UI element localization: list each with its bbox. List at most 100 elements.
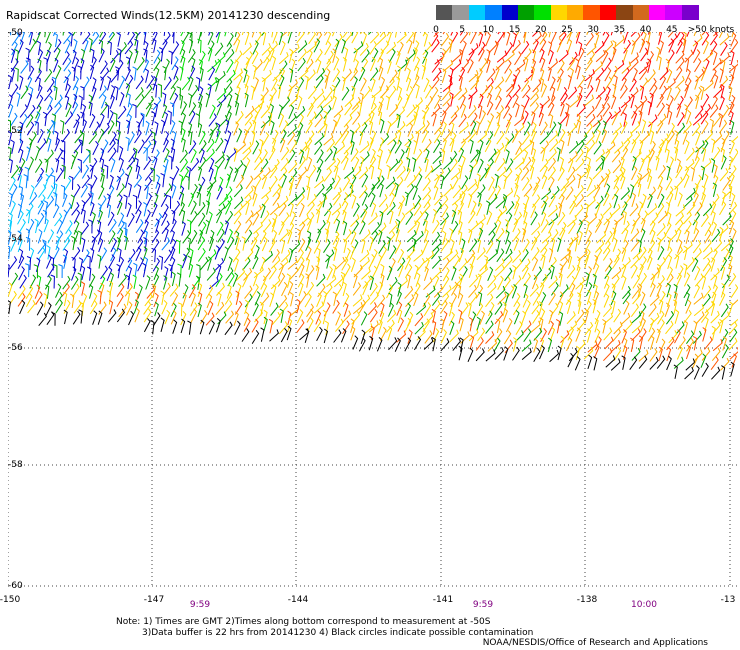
wind-barb [647,186,657,200]
wind-barb [486,84,494,99]
wind-barb [639,131,650,144]
wind-barb [245,200,250,216]
wind-barb [179,191,185,207]
wind-barb [109,57,116,73]
wind-barb [11,32,20,46]
wind-barb [709,104,719,118]
wind-barb [55,299,63,314]
wind-barb [53,264,58,278]
wind-barb [695,311,705,325]
wind-barb [106,266,113,282]
wind-barb [622,47,628,63]
wind-barb [441,257,450,272]
wind-barb [360,204,369,218]
wind-barb [711,158,716,173]
wind-barb [431,59,440,73]
wind-barb [556,38,563,53]
wind-barb [305,145,310,161]
wind-barb [369,32,380,44]
wind-barb [530,320,541,333]
wind-barb [209,104,216,119]
wind-barb [314,88,325,102]
wind-barb [205,284,214,299]
wind-barb [558,32,566,38]
wind-barb [163,249,172,264]
wind-barb [578,41,583,56]
wind-barb [340,271,346,287]
wind-barb [281,173,287,189]
wind-barb [539,317,544,332]
wind-barb [376,32,387,45]
wind-barb [632,175,641,189]
wind-barb [441,86,451,101]
wind-barb [614,60,625,73]
wind-barb [189,302,198,316]
wind-barb [512,217,519,233]
wind-barb [513,236,520,251]
wind-barb [180,209,186,224]
wind-barb [225,49,235,63]
wind-barb [396,113,401,128]
wind-barb [486,58,491,73]
wind-barb [97,209,103,224]
wind-barb [521,78,530,92]
wind-barb [306,102,314,117]
note-line-2: 3)Data buffer is 22 hrs from 20141230 4)… [142,628,534,638]
wind-barb [504,50,515,63]
wind-barb [61,209,68,224]
wind-barb [244,112,254,126]
wind-barb [656,46,661,62]
wind-barb [176,272,182,287]
wind-barb [287,257,298,270]
wind-barb [550,186,560,200]
wind-barb [656,282,662,297]
wind-barb [77,158,82,173]
wind-barb [622,345,628,360]
wind-barb [163,32,166,36]
wind-barb [422,211,429,226]
wind-barb [297,77,305,92]
wind-barb [223,300,233,314]
wind-barb [281,281,288,297]
wind-barb [584,145,589,161]
wind-barb [8,119,11,134]
wind-barb [226,69,236,83]
wind-barb [252,191,258,207]
wind-barb [89,284,94,299]
wind-barb [296,249,305,264]
wind-barb [584,69,595,82]
wind-barb [406,174,417,188]
wind-barb [81,103,87,119]
wind-barb [207,40,215,55]
wind-barb [197,101,203,117]
wind-barb [502,276,511,291]
wind-barb [295,187,306,201]
wind-barb [44,32,46,38]
wind-barb [126,119,131,135]
wind-barb [631,285,641,299]
wind-barb [557,167,565,182]
wind-barb [315,208,321,224]
wind-barb [585,272,590,287]
wind-barb [730,284,738,299]
wind-barb [196,76,201,92]
wind-barb [73,57,80,72]
wind-barb [132,274,137,289]
wind-barb [569,194,577,209]
wind-barb [116,175,121,191]
wind-barb [152,83,158,98]
wind-barb [271,55,277,71]
wind-barb [188,110,196,125]
wind-barb [540,57,546,72]
wind-barb [555,318,561,334]
wind-barb [470,112,478,127]
wind-barb [675,39,683,54]
wind-barb [342,68,352,82]
wind-barb [168,263,173,279]
wind-barb [388,292,393,308]
wind-barb [684,104,689,119]
wind-barb [315,228,322,243]
wind-barb [637,182,642,197]
wind-barb [659,299,664,314]
wind-barb [540,140,550,154]
